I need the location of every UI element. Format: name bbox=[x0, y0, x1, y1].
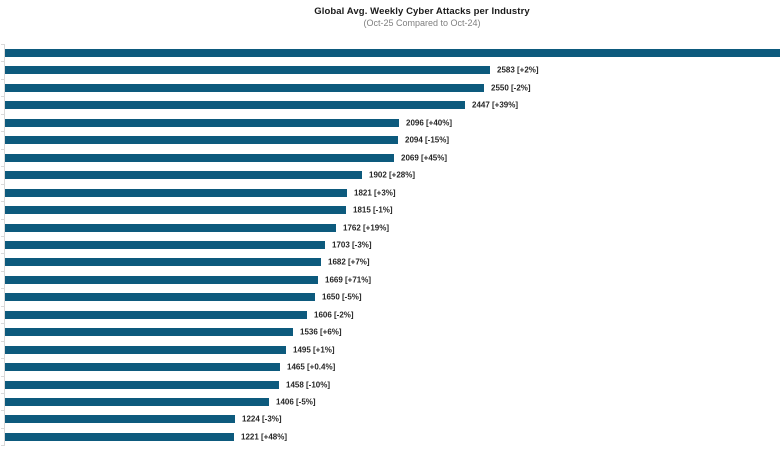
axis-tick bbox=[1, 376, 4, 377]
axis-tick bbox=[1, 428, 4, 429]
axis-tick bbox=[1, 236, 4, 237]
bar-value-label: 1465 [+0.4%] bbox=[287, 362, 336, 372]
axis-tick bbox=[1, 306, 4, 307]
bar-value-label: 1650 [-5%] bbox=[322, 292, 362, 302]
bar bbox=[5, 101, 465, 109]
bar-value-label: 1406 [-5%] bbox=[276, 397, 316, 407]
chart-title-block: Global Avg. Weekly Cyber Attacks per Ind… bbox=[122, 6, 722, 29]
bar bbox=[5, 49, 780, 57]
axis-tick bbox=[1, 114, 4, 115]
axis-tick bbox=[1, 445, 4, 446]
bar bbox=[5, 293, 315, 301]
bar bbox=[5, 84, 484, 92]
bar-value-label: 1669 [+71%] bbox=[325, 275, 372, 285]
bar bbox=[5, 346, 286, 354]
axis-tick bbox=[1, 131, 4, 132]
bar-value-label: 2094 [-15%] bbox=[405, 135, 450, 145]
axis-tick bbox=[1, 184, 4, 185]
bar-value-label: 1536 [+6%] bbox=[300, 327, 342, 337]
bar bbox=[5, 119, 399, 127]
axis-tick bbox=[1, 201, 4, 202]
bar bbox=[5, 258, 321, 266]
bar-value-label: 1902 [+28%] bbox=[369, 170, 416, 180]
axis-tick bbox=[1, 341, 4, 342]
bar-value-label: 2550 [-2%] bbox=[491, 83, 531, 93]
bar-value-label: 2096 [+40%] bbox=[406, 118, 453, 128]
axis-tick bbox=[1, 253, 4, 254]
axis-tick bbox=[1, 149, 4, 150]
axis-tick bbox=[1, 219, 4, 220]
bar bbox=[5, 398, 269, 406]
axis-tick bbox=[1, 96, 4, 97]
bar bbox=[5, 241, 325, 249]
bar bbox=[5, 276, 318, 284]
bar-value-label: 1821 [+3%] bbox=[354, 188, 396, 198]
bar bbox=[5, 66, 490, 74]
bar-value-label: 1815 [-1%] bbox=[353, 205, 393, 215]
bar-value-label: 2447 [+39%] bbox=[472, 100, 519, 110]
axis-tick bbox=[1, 166, 4, 167]
y-axis-line bbox=[4, 44, 5, 447]
bar-value-label: 1682 [+7%] bbox=[328, 257, 370, 267]
chart-subtitle: (Oct-25 Compared to Oct-24) bbox=[363, 18, 481, 28]
bar-value-label: 1606 [-2%] bbox=[314, 310, 354, 320]
bar-value-label: 1224 [-3%] bbox=[242, 414, 282, 424]
bar-value-label: 1703 [-3%] bbox=[332, 240, 372, 250]
axis-tick bbox=[1, 358, 4, 359]
bar-value-label: 2069 [+45%] bbox=[401, 153, 448, 163]
bar bbox=[5, 206, 346, 214]
axis-tick bbox=[1, 44, 4, 45]
bar-value-label: 1221 [+48%] bbox=[241, 432, 288, 442]
bar bbox=[5, 433, 234, 441]
bar-value-label: 1762 [+19%] bbox=[343, 223, 390, 233]
axis-tick bbox=[1, 61, 4, 62]
bar bbox=[5, 171, 362, 179]
bar-value-label: 1458 [-10%] bbox=[286, 380, 331, 390]
bar bbox=[5, 363, 280, 371]
axis-tick bbox=[1, 393, 4, 394]
axis-tick bbox=[1, 79, 4, 80]
bar bbox=[5, 154, 394, 162]
chart-title: Global Avg. Weekly Cyber Attacks per Ind… bbox=[314, 6, 530, 17]
bar bbox=[5, 136, 398, 144]
bar bbox=[5, 328, 293, 336]
bar bbox=[5, 189, 347, 197]
bar-value-label: 1495 [+1%] bbox=[293, 345, 335, 355]
axis-tick bbox=[1, 271, 4, 272]
axis-tick bbox=[1, 410, 4, 411]
bar-value-label: 2583 [+2%] bbox=[497, 65, 539, 75]
axis-tick bbox=[1, 288, 4, 289]
bar bbox=[5, 415, 235, 423]
bar bbox=[5, 224, 336, 232]
bar bbox=[5, 381, 279, 389]
axis-tick bbox=[1, 323, 4, 324]
bar bbox=[5, 311, 307, 319]
